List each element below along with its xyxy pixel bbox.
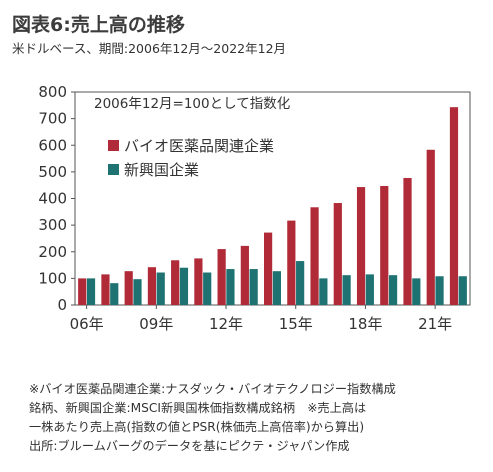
bar-biopharma-12 (356, 187, 366, 305)
bar-biopharma-16 (449, 107, 459, 306)
x-tick-label: 09年 (139, 315, 173, 333)
legend-swatch-0 (108, 140, 119, 151)
x-tick-label: 15年 (279, 315, 313, 333)
chart-title: 図表6:売上高の推移 (12, 14, 185, 36)
chart-annotation: 2006年12月=100として指数化 (94, 96, 290, 112)
legend-swatch-1 (108, 164, 119, 175)
bar-emerging-15 (435, 276, 444, 305)
bar-emerging-8 (272, 271, 281, 305)
y-tick-label: 100 (38, 269, 67, 287)
bar-emerging-0 (86, 278, 96, 305)
bar-emerging-14 (412, 278, 421, 305)
bar-emerging-12 (365, 274, 374, 305)
y-tick-label: 300 (38, 216, 67, 234)
bar-biopharma-5 (194, 258, 203, 305)
y-tick-label: 800 (38, 83, 67, 101)
bar-emerging-5 (203, 272, 212, 305)
bar-emerging-3 (156, 272, 165, 305)
x-tick-label: 18年 (348, 315, 382, 333)
bar-biopharma-0 (78, 278, 87, 305)
bar-biopharma-13 (380, 185, 389, 305)
bar-biopharma-7 (240, 245, 249, 305)
footnote-line: 銘柄、新興国企業:MSCI新興国株価指数構成銘柄 ※売上高は (29, 401, 367, 415)
bar-emerging-1 (110, 283, 119, 305)
bar-emerging-10 (319, 278, 328, 305)
bar-biopharma-11 (333, 203, 342, 305)
bar-biopharma-4 (171, 260, 180, 305)
footnote-line: 出所:ブルームバーグのデータを基にピクテ・ジャパン作成 (29, 439, 350, 453)
y-tick-label: 200 (38, 243, 67, 261)
bar-biopharma-10 (310, 207, 319, 305)
y-tick-label: 0 (57, 296, 67, 314)
x-tick-label: 21年 (418, 315, 452, 333)
bar-emerging-13 (388, 275, 398, 305)
footnote-line: ※バイオ医薬品関連企業:ナスダック・バイオテクノロジー指数構成 (29, 382, 396, 396)
footnotes: ※バイオ医薬品関連企業:ナスダック・バイオテクノロジー指数構成 銘柄、新興国企業… (29, 380, 489, 456)
y-tick-label: 700 (38, 110, 67, 128)
bar-biopharma-1 (101, 274, 110, 305)
bar-emerging-11 (342, 275, 351, 305)
legend-label-0: バイオ医薬品関連企業 (124, 137, 274, 155)
bar-emerging-7 (249, 269, 258, 305)
bar-biopharma-9 (287, 220, 296, 305)
bar-biopharma-14 (403, 177, 412, 305)
x-tick-label: 12年 (209, 315, 243, 333)
bar-biopharma-6 (217, 249, 226, 305)
bar-emerging-4 (179, 267, 189, 305)
y-tick-label: 400 (38, 190, 67, 208)
bar-emerging-16 (458, 276, 467, 305)
bar-emerging-6 (226, 269, 235, 305)
bar-emerging-9 (296, 261, 305, 305)
y-tick-label: 500 (38, 163, 67, 181)
x-tick-label: 06年 (70, 315, 104, 333)
bar-emerging-2 (133, 279, 142, 305)
bar-biopharma-3 (147, 267, 157, 305)
bar-biopharma-8 (264, 232, 273, 305)
bar-chart: 0 100 200 300 400 500 600 700 800 06年 09年 12年 15年 18年… (38, 83, 471, 333)
bar-biopharma-15 (426, 149, 435, 305)
chart-subtitle: 米ドルベース、期間:2006年12月〜2022年12月 (12, 41, 287, 56)
legend-label-1: 新興国企業 (124, 161, 199, 179)
bar-biopharma-2 (124, 271, 133, 305)
y-tick-label: 600 (38, 136, 67, 154)
footnote-line: 一株あたり売上高(指数の値とPSR(株価売上高倍率)から算出) (29, 420, 365, 434)
